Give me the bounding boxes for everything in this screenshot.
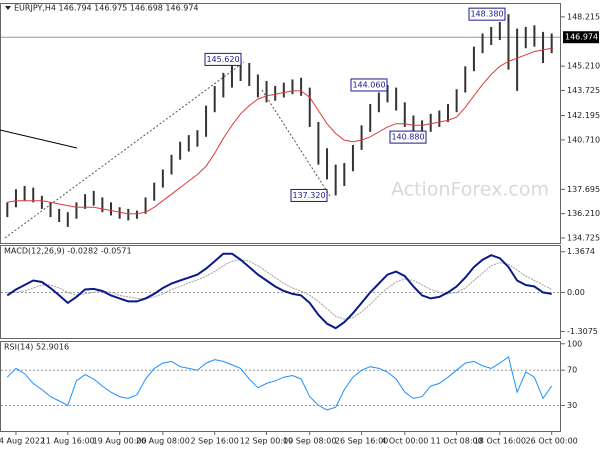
y-tick-label: 100 (567, 339, 582, 348)
x-tick-label: 12 Sep 00:00 (240, 437, 293, 446)
x-tick-label: 11 Aug 16:00 (41, 437, 95, 446)
y-tick-label: 145.210 (567, 62, 600, 71)
moving-average (7, 47, 552, 215)
rsi-line (6, 356, 553, 411)
x-tick-label: 4 Oct 00:00 (381, 437, 428, 446)
price-title: EURJPY,H4 146.794 146.975 146.698 146.97… (14, 4, 199, 13)
annotation-box (204, 52, 242, 66)
x-tick-label: 26 Sep 16:00 (335, 437, 388, 446)
last-price-label: 146.974 (565, 33, 598, 42)
x-tick-label: 26 Oct 00:00 (526, 437, 578, 446)
dotted-line (4, 61, 245, 239)
rsi-panel-frame (0, 341, 561, 432)
annotation-label: 148.380 (470, 10, 503, 19)
y-tick-label: 30 (567, 401, 577, 410)
x-tick-label: 19 Sep 08:00 (283, 437, 336, 446)
macd-title: MACD(12,26,9) -0.0282 -0.0571 (4, 247, 132, 256)
annotation-label: 140.880 (391, 133, 424, 142)
y-tick-label: 142.195 (567, 111, 600, 120)
macd-line (6, 252, 552, 330)
y-tick-label: 143.725 (567, 86, 600, 95)
watermark: ActionForex.com (391, 179, 549, 201)
annotation-box (389, 130, 427, 144)
y-tick-label: 1.3674 (567, 247, 595, 256)
y-tick-label: 148.215 (567, 12, 600, 21)
last-price-box (563, 31, 599, 44)
title-icon (5, 6, 11, 10)
price-panel-frame (0, 3, 561, 244)
annotation-label: 145.620 (206, 55, 239, 64)
x-tick-label: 26 Aug 08:00 (136, 437, 190, 446)
annotation-label: 144.060 (352, 80, 385, 89)
macd-panel-frame (0, 245, 561, 339)
rsi-title: RSI(14) 52.9016 (4, 343, 69, 352)
x-tick-label: 11 Oct 08:00 (431, 437, 483, 446)
annotation-box (290, 188, 328, 202)
annotation-label: 137.320 (292, 191, 325, 200)
x-tick-label: 19 Aug 00:00 (93, 437, 147, 446)
macd-signal (7, 259, 552, 320)
y-tick-label: 134.725 (567, 234, 600, 243)
y-tick-label: 136.210 (567, 209, 600, 218)
annotation-box (350, 78, 388, 92)
y-tick-label: 70 (567, 366, 577, 375)
y-tick-label: 137.695 (567, 185, 600, 194)
y-tick-label: -1.3075 (567, 327, 598, 336)
y-tick-label: 140.710 (567, 135, 600, 144)
x-tick-label: 2 Sep 16:00 (191, 437, 239, 446)
annotation-box (468, 7, 506, 21)
x-tick-label: 4 Aug 2022 (0, 437, 45, 446)
trend-line (0, 129, 78, 149)
dotted-line (261, 89, 331, 197)
y-tick-label: 0.00 (567, 288, 585, 297)
x-tick-label: 18 Oct 16:00 (474, 437, 526, 446)
